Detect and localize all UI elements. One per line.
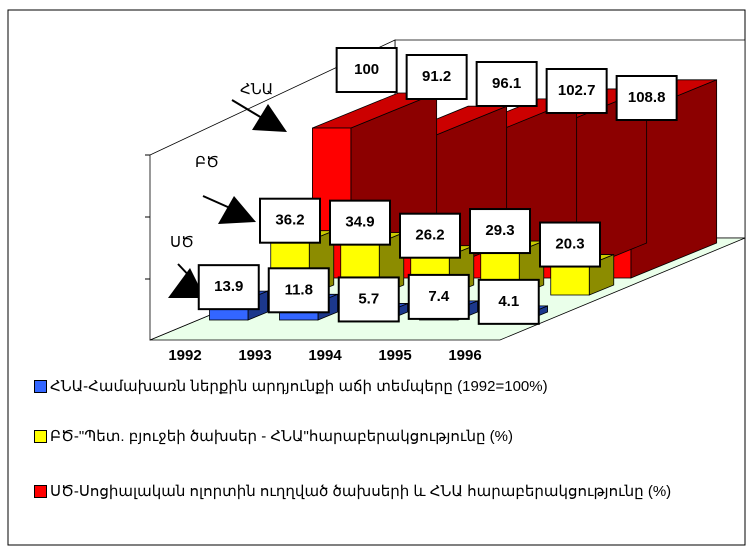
value-label-box — [539, 221, 601, 268]
value-label: 20.3 — [555, 236, 584, 253]
legend-swatch — [34, 430, 47, 443]
value-label-box — [477, 278, 540, 325]
arrow — [202, 195, 231, 209]
value-labels: 108.8 102.7 96.1 91.2 100 20.3 29.3 26.2 34.9 36.… — [197, 47, 678, 325]
value-label-box — [399, 212, 461, 259]
legend-entry: ՀՆԱ-Համախառն ներքին արդյունքի աճի տեմպեր… — [34, 377, 734, 396]
arrow — [231, 99, 263, 119]
annotation: ՍԾ — [170, 234, 194, 251]
bar-front — [550, 264, 590, 296]
value-label: 108.8 — [628, 89, 666, 106]
value-label-box — [475, 61, 538, 107]
value-label-box — [615, 75, 678, 121]
value-label: 7.4 — [428, 288, 450, 305]
arrows — [168, 99, 287, 298]
legend-entry: ԲԾ-"Պետ. բյուջեի ծախսեր - ՀՆԱ"հարաբերակց… — [34, 427, 734, 446]
legend-label: ԲԾ-"Պետ. բյուջեի ծախսեր - ՀՆԱ"հարաբերակց… — [50, 428, 513, 445]
value-label-box — [335, 47, 398, 93]
value-label-box — [545, 68, 608, 114]
value-label: 11.8 — [285, 281, 313, 298]
value-label-box — [337, 276, 400, 323]
value-label: 34.9 — [345, 214, 374, 231]
value-label-box — [197, 264, 260, 311]
value-label: 100 — [354, 61, 379, 78]
value-label-box — [405, 54, 468, 100]
legend-label: ՍԾ-Սոցիալական ոլորտին ուղղված ծախսերի և … — [50, 483, 672, 500]
legend-entry: ՍԾ-Սոցիալական ոլորտին ուղղված ծախսերի և … — [34, 482, 734, 501]
legend-label: ՀՆԱ-Համախառն ներքին արդյունքի աճի տեմպեր… — [50, 378, 548, 395]
value-label: 13.9 — [214, 278, 243, 295]
x-tick-label: 1995 — [378, 347, 411, 364]
arrow-head — [252, 104, 287, 132]
value-label-box — [259, 197, 321, 244]
value-label: 5.7 — [358, 290, 379, 307]
x-tick-label: 1996 — [448, 347, 481, 364]
annotation: ԲԾ — [195, 154, 219, 171]
legend-swatch — [34, 485, 47, 498]
arrow-head — [168, 268, 205, 298]
value-label: 36.2 — [275, 212, 304, 229]
value-label: 102.7 — [558, 82, 596, 99]
value-label: 26.2 — [415, 227, 444, 244]
x-tick-label: 1993 — [238, 347, 271, 364]
value-label-box — [469, 208, 531, 255]
frame — [7, 9, 746, 546]
value-label: 96.1 — [492, 75, 521, 92]
x-tick-label: 1992 — [168, 347, 201, 364]
value-label-box — [329, 199, 391, 246]
value-label-box — [267, 267, 330, 314]
legend-swatch — [34, 380, 47, 393]
value-label: 91.2 — [422, 68, 451, 85]
value-label: 29.3 — [485, 222, 514, 239]
x-tick-label: 1994 — [308, 347, 342, 364]
value-label-box — [407, 273, 470, 320]
annotation: ՀՆԱ — [240, 81, 273, 98]
arrow-head — [218, 196, 256, 224]
value-label: 4.1 — [498, 293, 519, 310]
